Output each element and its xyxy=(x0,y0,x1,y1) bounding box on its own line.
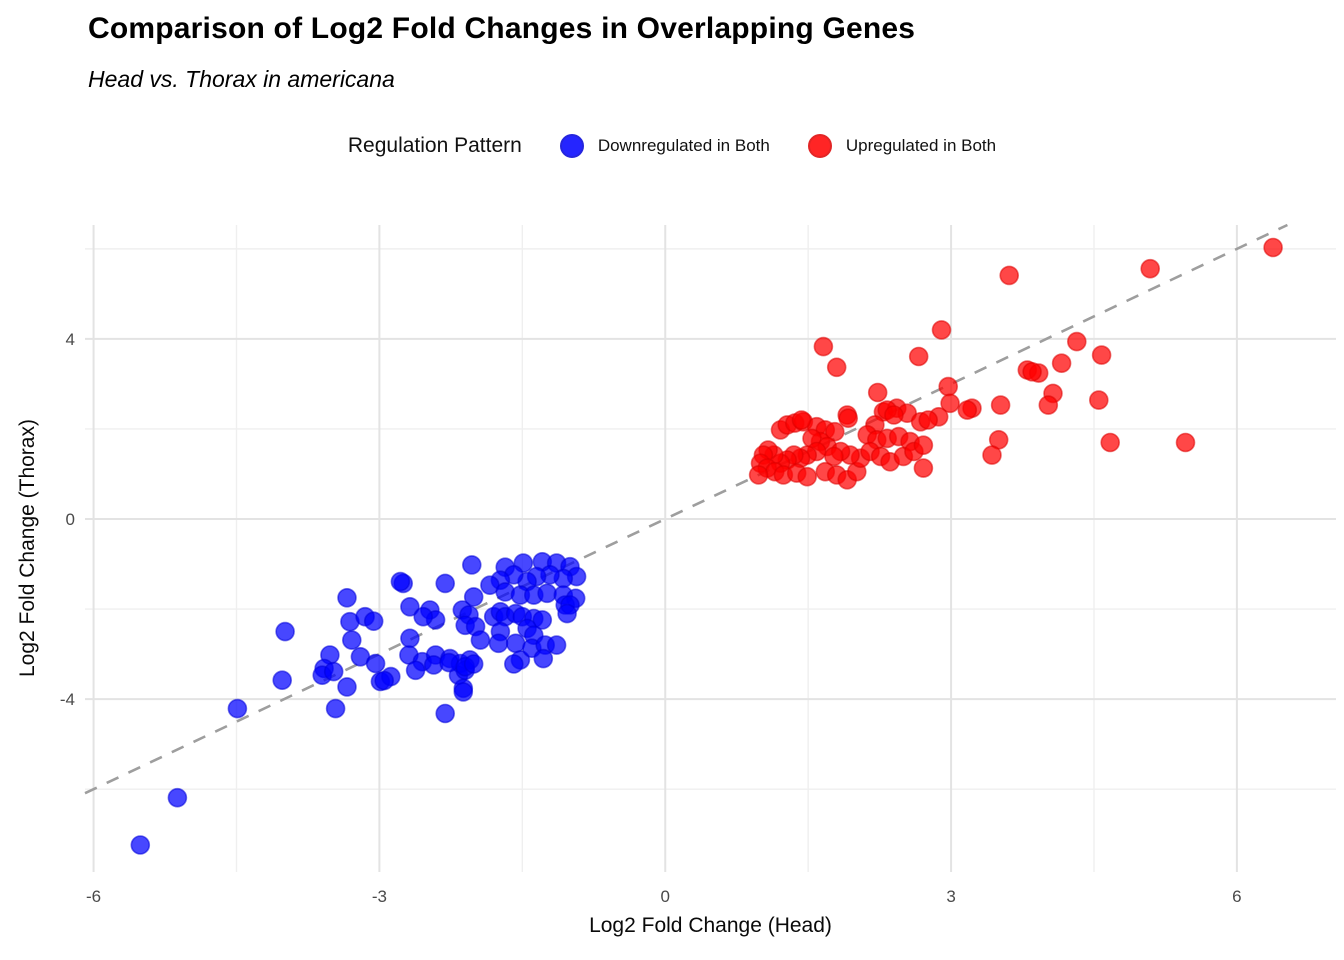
data-point-down[interactable] xyxy=(272,670,293,691)
data-point-down[interactable] xyxy=(167,787,188,808)
identity-reference-line xyxy=(84,223,1288,795)
legend: Regulation Pattern Downregulated in Both… xyxy=(0,134,1344,158)
y-tick-label: 0 xyxy=(66,510,75,529)
legend-item-downregulated[interactable]: Downregulated in Both xyxy=(559,134,770,158)
x-tick-label: -6 xyxy=(86,887,101,906)
data-point-down[interactable] xyxy=(505,633,526,654)
data-point-up[interactable] xyxy=(791,410,812,430)
data-point-down[interactable] xyxy=(439,652,459,673)
data-point-up[interactable] xyxy=(982,445,1002,465)
x-tick-label: 6 xyxy=(1232,887,1241,906)
data-point-up[interactable] xyxy=(1175,432,1196,453)
data-point-down[interactable] xyxy=(323,661,344,682)
data-point-down[interactable] xyxy=(532,610,553,630)
data-point-down[interactable] xyxy=(337,677,357,697)
data-point-up[interactable] xyxy=(797,466,818,487)
data-point-down[interactable] xyxy=(533,648,554,669)
data-point-up[interactable] xyxy=(908,346,929,367)
data-point-down[interactable] xyxy=(557,603,577,624)
data-point-down[interactable] xyxy=(400,596,420,617)
data-point-up[interactable] xyxy=(931,320,952,340)
data-point-up[interactable] xyxy=(1100,432,1120,453)
data-point-down[interactable] xyxy=(463,587,484,607)
data-point-up[interactable] xyxy=(940,393,960,414)
y-axis-title: Log2 Fold Change (Thorax) xyxy=(16,419,39,677)
x-tick-label: 3 xyxy=(946,887,955,906)
legend-dot-red-icon xyxy=(807,134,832,158)
x-tick-label: 0 xyxy=(661,887,670,906)
legend-title: Regulation Pattern xyxy=(347,134,522,157)
data-point-down[interactable] xyxy=(341,630,362,650)
chart-subtitle: Head vs. Thorax in americana xyxy=(88,66,395,92)
y-tick-label: -4 xyxy=(60,690,75,709)
data-point-down[interactable] xyxy=(325,698,346,719)
data-point-down[interactable] xyxy=(363,611,384,632)
data-point-up[interactable] xyxy=(824,446,844,467)
data-point-down[interactable] xyxy=(130,835,151,855)
data-point-up[interactable] xyxy=(957,400,978,420)
data-point-up[interactable] xyxy=(826,357,847,378)
legend-label: Downregulated in Both xyxy=(597,136,770,155)
x-tick-label: -3 xyxy=(372,887,387,906)
data-point-down[interactable] xyxy=(337,587,357,608)
data-point-up[interactable] xyxy=(1140,258,1160,279)
data-point-down[interactable] xyxy=(461,555,482,575)
data-point-down[interactable] xyxy=(470,630,491,650)
data-point-up[interactable] xyxy=(867,382,888,403)
data-point-up[interactable] xyxy=(1051,353,1072,374)
data-point-down[interactable] xyxy=(463,654,484,674)
data-point-up[interactable] xyxy=(813,336,834,357)
data-point-up[interactable] xyxy=(913,458,934,478)
data-point-down[interactable] xyxy=(365,653,386,674)
chart-title: Comparison of Log2 Fold Changes in Overl… xyxy=(88,12,916,45)
data-point-up[interactable] xyxy=(884,405,904,425)
data-point-down[interactable] xyxy=(374,670,395,691)
data-point-up[interactable] xyxy=(1263,237,1283,258)
y-tick-label: 4 xyxy=(66,330,75,349)
data-point-down[interactable] xyxy=(413,606,434,627)
data-point-down[interactable] xyxy=(453,682,474,702)
data-point-up[interactable] xyxy=(1067,331,1087,352)
data-point-up[interactable] xyxy=(1038,395,1059,415)
data-point-down[interactable] xyxy=(435,573,456,594)
legend-label: Upregulated in Both xyxy=(845,136,997,155)
data-point-down[interactable] xyxy=(503,654,524,674)
data-point-down[interactable] xyxy=(390,571,411,592)
data-point-up[interactable] xyxy=(1091,345,1112,365)
legend-dot-blue-icon xyxy=(559,134,584,158)
x-axis-title: Log2 Fold Change (Head) xyxy=(589,914,832,937)
data-point-down[interactable] xyxy=(537,583,557,604)
data-point-down[interactable] xyxy=(435,703,456,724)
data-point-up[interactable] xyxy=(748,465,769,485)
legend-item-upregulated[interactable]: Upregulated in Both xyxy=(807,134,997,158)
data-point-down[interactable] xyxy=(405,660,426,681)
data-point-down[interactable] xyxy=(227,698,248,719)
data-point-up[interactable] xyxy=(938,376,959,397)
data-point-down[interactable] xyxy=(275,621,295,642)
data-point-up[interactable] xyxy=(913,435,934,456)
data-point-up[interactable] xyxy=(918,410,939,430)
data-point-down[interactable] xyxy=(546,635,567,655)
data-point-up[interactable] xyxy=(999,265,1020,286)
data-point-down[interactable] xyxy=(488,633,509,654)
data-point-up[interactable] xyxy=(1089,390,1109,410)
data-point-up[interactable] xyxy=(838,408,859,429)
data-point-down[interactable] xyxy=(400,628,420,649)
data-point-up[interactable] xyxy=(1022,361,1042,382)
data-point-up[interactable] xyxy=(990,395,1011,415)
